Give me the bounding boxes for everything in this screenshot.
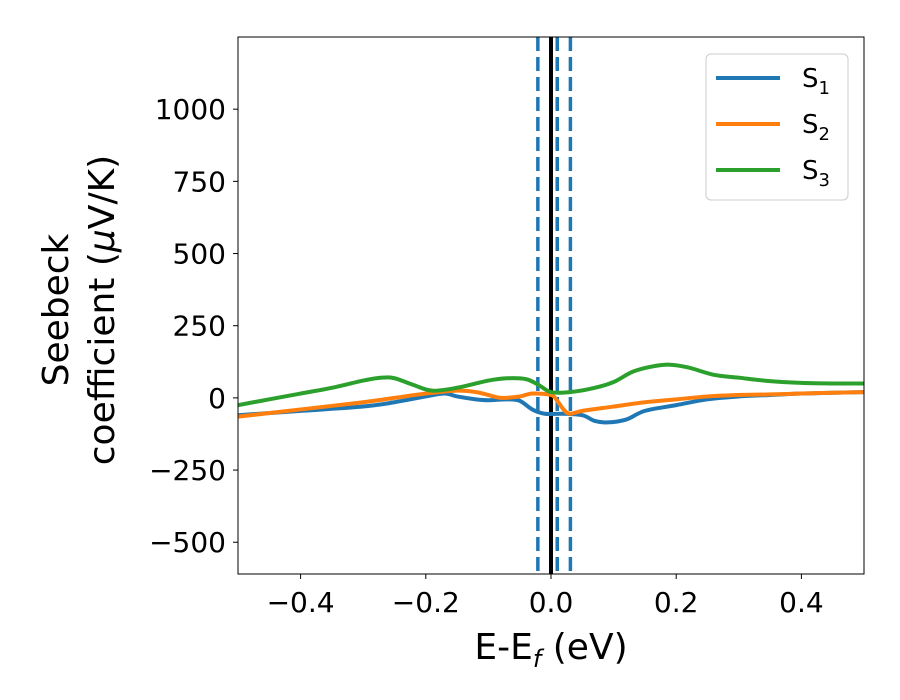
y-tick-label: 750 <box>173 165 226 198</box>
y-tick-label: 500 <box>173 238 226 271</box>
x-tick-label: 0.0 <box>529 586 574 619</box>
x-tick-label: 0.4 <box>779 586 824 619</box>
legend-entries: S1 S2 S3 <box>716 64 830 191</box>
y-axis-ticks: −500 −250 0 250 500 750 1000 <box>149 93 238 559</box>
y-axis-label-line2: coefficient (μV/K) <box>82 155 123 465</box>
series-line-s2 <box>238 388 864 419</box>
x-axis-label: E-Ef (eV) <box>474 627 627 673</box>
y-tick-label: −500 <box>149 526 226 559</box>
legend-label-s2: S2 <box>802 110 830 145</box>
legend-label-s3: S3 <box>802 156 830 191</box>
y-tick-label: 0 <box>208 382 226 415</box>
x-axis-ticks: −0.4 −0.2 0.0 0.2 0.4 <box>267 574 824 619</box>
y-axis-label-line1: Seebeck <box>36 233 77 386</box>
y-tick-label: −250 <box>149 454 226 487</box>
legend: S1 S2 S3 <box>705 53 849 201</box>
legend-box <box>705 53 849 201</box>
y-tick-label: 250 <box>173 310 226 343</box>
series-line-s3 <box>238 362 864 408</box>
y-axis-label: Seebeck coefficient (μV/K) <box>36 155 123 465</box>
x-tick-label: 0.2 <box>654 586 699 619</box>
y-tick-label: 1000 <box>155 93 226 126</box>
x-tick-label: −0.4 <box>267 586 335 619</box>
vertical-lines <box>536 37 573 574</box>
legend-label-s1: S1 <box>802 64 830 99</box>
x-tick-label: −0.2 <box>392 586 460 619</box>
series-lines <box>238 362 864 425</box>
